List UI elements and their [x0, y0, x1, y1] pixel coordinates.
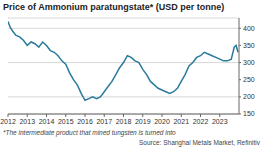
svg-text:350: 350: [243, 42, 255, 49]
svg-text:2013: 2013: [19, 118, 35, 125]
svg-text:400: 400: [243, 25, 255, 32]
svg-text:2015: 2015: [58, 118, 74, 125]
html-text:Price of Ammonium paratungstat: Price of Ammonium paratungstate* (USD pe…: [3, 2, 225, 12]
svg-text:2021: 2021: [173, 118, 189, 125]
svg-text:2012: 2012: [8, 118, 16, 125]
html-text:*The intermediate product that: *The intermediate product that mined tun…: [3, 129, 176, 136]
svg-text:150: 150: [243, 110, 255, 117]
svg-text:2018: 2018: [116, 118, 132, 125]
svg-text:2014: 2014: [39, 118, 55, 125]
svg-text:2020: 2020: [154, 118, 170, 125]
svg-text:2022: 2022: [193, 118, 209, 125]
svg-text:200: 200: [243, 93, 255, 100]
svg-text:2023: 2023: [212, 118, 228, 125]
html-text:Source: Shanghai Metals Market: Source: Shanghai Metals Market, Refiniti…: [139, 139, 260, 146]
svg-text:2016: 2016: [77, 118, 93, 125]
svg-text:300: 300: [243, 59, 255, 66]
svg-text:2017: 2017: [96, 118, 112, 125]
svg-text:2019: 2019: [135, 118, 151, 125]
svg-text:250: 250: [243, 76, 255, 83]
